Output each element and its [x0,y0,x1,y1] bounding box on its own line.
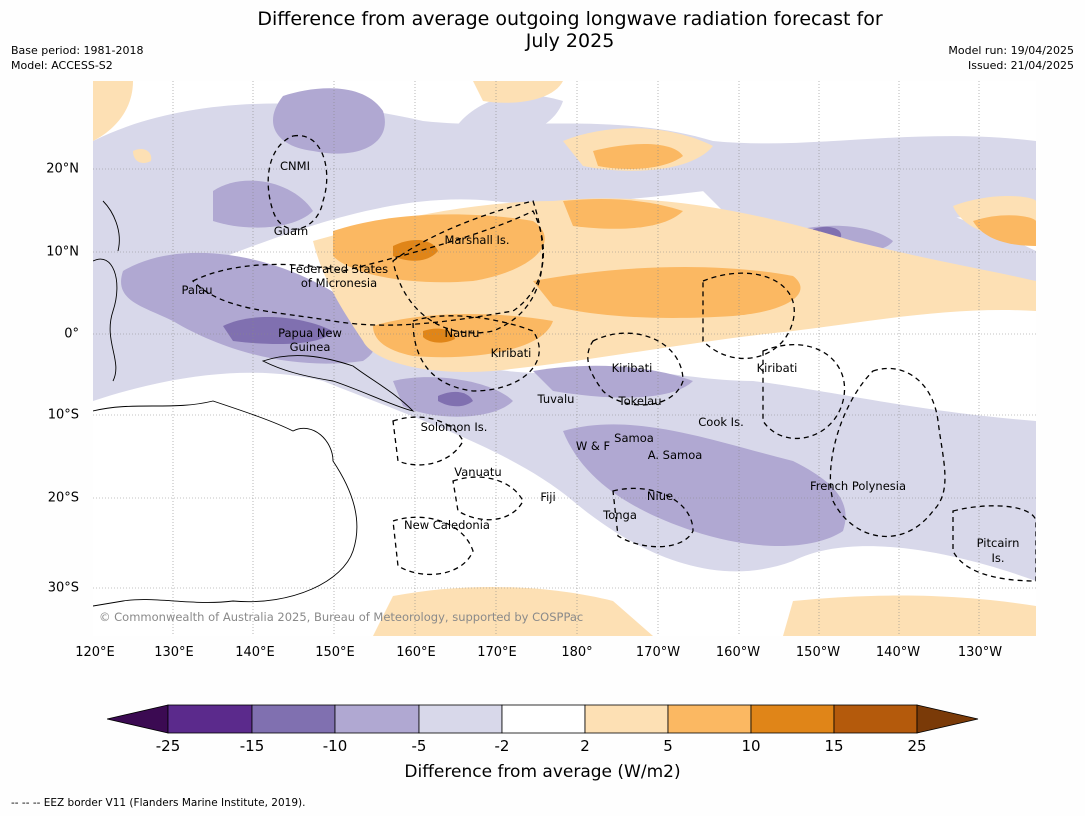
x-tick-120e: 120°E [75,645,115,660]
colorbar-tick-9: 25 [907,737,927,755]
label-nauru: Nauru [445,326,480,340]
label-cook-is: Cook Is. [698,415,743,429]
x-tick-140e: 140°E [235,645,275,660]
copyright-notice: © Commonwealth of Australia 2025, Bureau… [99,610,583,624]
y-tick-0: 0° [64,326,79,342]
label-new-caledonia: New Caledonia [404,518,490,532]
label-kiribati-3: Kiribati [757,361,798,375]
colorbar-tick-7: 10 [741,737,761,755]
x-tick-150w: 150°W [795,645,841,660]
model-name: Model: ACCESS-S2 [11,59,113,72]
x-tick-160w: 160°W [715,645,761,660]
label-png-1: Papua New [278,326,342,340]
label-pitcairn-1: Pitcairn [977,536,1020,550]
colorbar-tick-6: 5 [663,737,673,755]
x-tick-170w: 170°W [635,645,681,660]
issued-date: Issued: 21/04/2025 [967,59,1074,72]
colorbar-tick-4: -2 [494,737,510,755]
colorbar-tick-8: 15 [824,737,844,755]
colorbar-segment-8 [750,704,835,734]
label-tonga: Tonga [602,508,637,522]
label-american-samoa: A. Samoa [648,448,703,462]
label-niue: Niue [647,489,673,503]
x-tick-130e: 130°E [154,645,194,660]
label-guam: Guam [274,224,308,238]
colorbar-segment-0 [107,704,169,734]
base-period: Base period: 1981-2018 [11,44,144,57]
region-labels: CNMI Guam Marshall Is. Federated States … [182,159,1020,565]
y-tick-20n: 20°N [46,161,79,177]
colorbar-segment-10 [916,704,979,734]
colorbar-segment-3 [334,704,420,734]
label-cnmi: CNMI [280,159,310,173]
label-fsm-2: of Micronesia [301,276,377,290]
label-fiji: Fiji [540,490,555,504]
label-kiribati-2: Kiribati [612,361,653,375]
label-tokelau: Tokelau [618,394,662,408]
run-info: Model run: 19/04/2025 Issued: 21/04/2025 [948,43,1074,73]
colorbar-label: Difference from average (W/m2) [404,762,681,782]
x-tick-180: 180° [561,645,593,660]
title-line-1: Difference from average outgoing longwav… [257,8,883,30]
colorbar-segment-5 [501,704,586,734]
label-png-2: Guinea [290,340,331,354]
label-kiribati-1: Kiribati [491,346,532,360]
y-tick-30s: 30°S [47,580,79,596]
x-tick-140w: 140°W [875,645,921,660]
label-french-polynesia: French Polynesia [810,479,906,493]
colorbar-tick-3: -5 [411,737,427,755]
label-marshall-is: Marshall Is. [444,233,509,247]
model-info: Base period: 1981-2018 Model: ACCESS-S2 [11,43,143,73]
label-fsm-1: Federated States [290,262,388,276]
anomaly-orange [333,144,1036,358]
y-tick-20s: 20°S [47,490,79,506]
label-solomon-is: Solomon Is. [421,420,488,434]
colorbar-segment-9 [833,704,918,734]
map-title: Difference from average outgoing longwav… [170,8,970,52]
anomaly-map: CNMI Guam Marshall Is. Federated States … [93,81,1036,636]
x-tick-160e: 160°E [396,645,436,660]
y-tick-10s: 10°S [47,407,79,423]
colorbar-segment-6 [584,704,669,734]
colorbar-segment-4 [418,704,503,734]
title-line-2: July 2025 [525,30,615,52]
model-run: Model run: 19/04/2025 [948,44,1074,57]
label-vanuatu: Vanuatu [454,465,501,479]
colorbar-segment-2 [251,704,336,734]
colorbar-segment-7 [667,704,752,734]
coastlines [93,200,415,607]
eez-borders [191,135,1036,582]
x-tick-130w: 130°W [957,645,1003,660]
colorbar [107,704,979,734]
label-samoa: Samoa [614,431,654,445]
eez-footnote: -- -- -- EEZ border V11 (Flanders Marine… [11,797,306,809]
x-tick-170e: 170°E [477,645,517,660]
graticule [93,81,1036,636]
colorbar-tick-0: -25 [155,737,181,755]
label-tuvalu: Tuvalu [537,392,575,406]
x-tick-150e: 150°E [315,645,355,660]
colorbar-tick-1: -15 [239,737,265,755]
colorbar-tick-5: 2 [580,737,590,755]
colorbar-tick-2: -10 [322,737,348,755]
colorbar-segment-1 [167,704,253,734]
y-tick-10n: 10°N [46,244,79,260]
anomaly-dark-orange [393,239,455,343]
label-wallis-futuna: W & F [576,439,610,453]
label-palau: Palau [182,283,213,297]
label-pitcairn-2: Is. [991,551,1004,565]
